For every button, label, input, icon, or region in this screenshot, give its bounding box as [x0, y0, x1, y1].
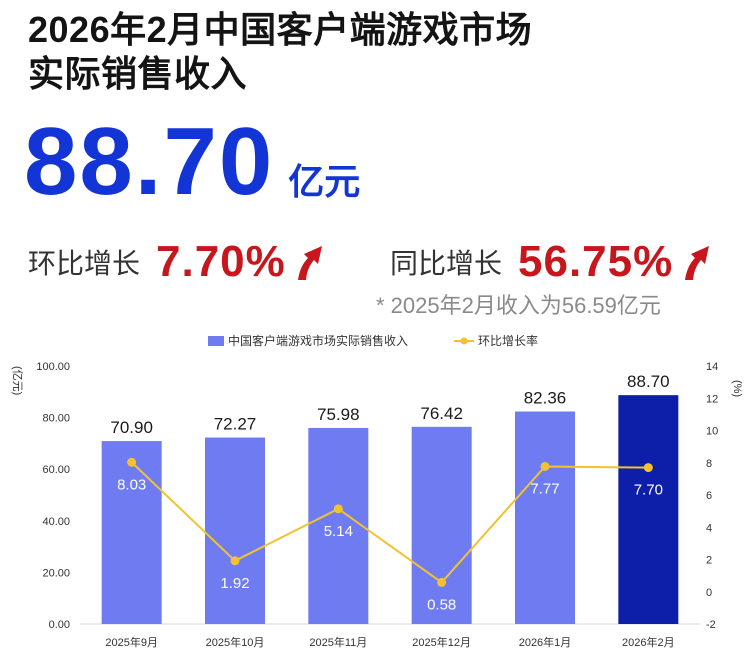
y-left-tick-label: 0.00	[49, 619, 70, 631]
y-left-tick-label: 100.00	[36, 361, 70, 373]
bar	[308, 427, 369, 624]
x-tick-label: 2026年1月	[519, 635, 572, 649]
x-tick-label: 2025年11月	[309, 635, 367, 649]
y-right-axis-label: (%)	[731, 380, 743, 397]
line-value-label: 7.70	[634, 482, 663, 499]
bar	[618, 395, 679, 624]
page-title: 2026年2月中国客户端游戏市场 实际销售收入	[28, 8, 728, 96]
y-left-axis-label: (亿元)	[11, 366, 24, 395]
revenue-headline: 88.70 亿元	[24, 112, 360, 212]
line-point	[127, 457, 137, 467]
y-left-tick-label: 80.00	[42, 413, 70, 425]
y-left-tick-label: 40.00	[42, 516, 70, 528]
bar-value-label: 88.70	[627, 372, 670, 391]
x-tick-label: 2025年12月	[412, 635, 471, 649]
bar-value-label: 82.36	[524, 389, 567, 408]
line-value-label: 5.14	[324, 523, 353, 540]
mom-label: 环比增长	[28, 248, 141, 279]
line-point	[437, 577, 447, 587]
x-tick-label: 2025年10月	[206, 635, 265, 649]
y-right-tick-label: 12	[706, 393, 718, 405]
footnote: * 2025年2月收入为56.59亿元	[376, 293, 661, 318]
mom-value: 7.70%	[156, 237, 286, 286]
y-right-tick-label: 2	[706, 555, 712, 567]
bar-value-label: 76.42	[420, 404, 463, 423]
legend-bar-label: 中国客户端游戏市场实际销售收入	[228, 333, 408, 348]
line-point	[333, 504, 343, 514]
y-right-tick-label: -2	[706, 619, 716, 631]
title-line-2: 实际销售收入	[28, 53, 248, 94]
y-right-tick-label: 6	[706, 490, 712, 502]
revenue-unit: 亿元	[288, 161, 361, 202]
x-tick-label: 2026年2月	[622, 635, 675, 649]
bar-value-label: 75.98	[317, 405, 360, 424]
legend-line-marker	[460, 337, 468, 345]
yoy-value: 56.75%	[518, 237, 674, 286]
legend-line-label: 环比增长率	[478, 333, 538, 348]
yoy-growth: 同比增长 56.75%	[390, 236, 713, 288]
revenue-value: 88.70	[24, 108, 275, 215]
y-right-tick-label: 10	[706, 426, 718, 438]
line-value-label: 1.92	[220, 575, 249, 592]
mom-growth: 环比增长 7.70%	[28, 236, 326, 288]
y-left-tick-label: 20.00	[42, 567, 70, 579]
y-right-tick-label: 4	[706, 522, 712, 534]
line-point	[540, 461, 550, 471]
line-point	[230, 556, 240, 566]
line-value-label: 7.77	[530, 480, 559, 497]
y-left-tick-label: 60.00	[42, 464, 70, 476]
bar	[101, 441, 162, 624]
line-series	[130, 461, 649, 584]
legend-bar-swatch	[208, 336, 224, 346]
line-point	[643, 463, 653, 473]
line-value-label: 8.03	[117, 476, 146, 493]
yoy-label: 同比增长	[390, 248, 503, 279]
bar	[205, 437, 265, 624]
y-right-tick-label: 8	[706, 458, 712, 470]
title-line-1: 2026年2月中国客户端游戏市场	[28, 9, 533, 50]
arrow-up-icon	[297, 246, 322, 280]
arrow-up-icon	[685, 246, 710, 280]
bar-value-label: 70.90	[110, 418, 153, 437]
x-tick-label: 2025年9月	[105, 635, 158, 649]
y-right-tick-label: 0	[706, 587, 712, 599]
line-value-label: 0.58	[427, 596, 456, 613]
bar	[515, 411, 575, 624]
bar	[411, 426, 472, 624]
revenue-chart: 中国客户端游戏市场实际销售收入 环比增长率 0.00 20.00 40.00 60.00 8…	[11, 333, 743, 649]
bar-value-label: 72.27	[214, 415, 257, 434]
y-right-tick-label: 14	[706, 361, 718, 373]
